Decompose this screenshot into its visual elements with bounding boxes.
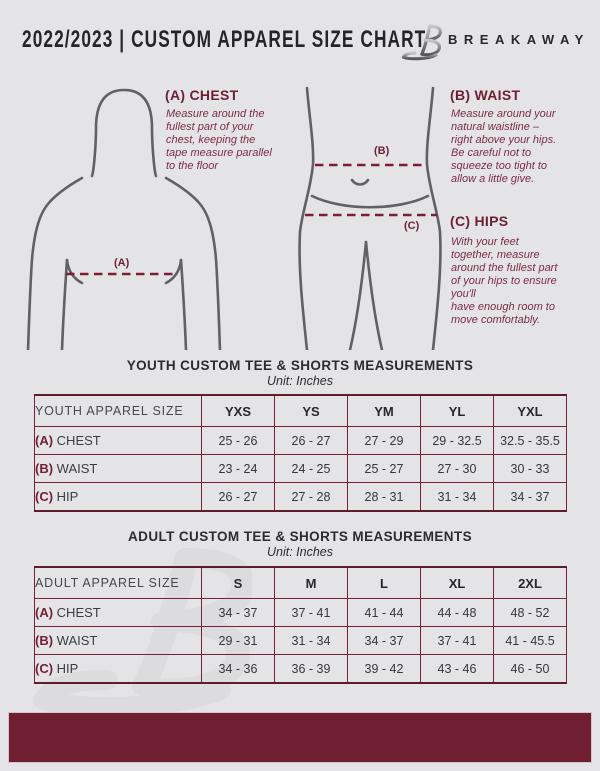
- size-col-header: L: [347, 566, 421, 599]
- row-measure: WAIST: [56, 633, 98, 648]
- page-title: 2022/2023 | CUSTOM APPAREL SIZE CHART: [22, 26, 427, 53]
- size-col-header: M: [274, 566, 348, 599]
- cell: 37 - 41: [274, 598, 348, 627]
- youth-chest-row: (A) CHEST 25 - 26 26 - 27 27 - 29 29 - 3…: [34, 426, 567, 455]
- cell: 29 - 31: [201, 626, 275, 655]
- measure-row-label: (C) HIP: [34, 654, 202, 684]
- waist-heading: (B) WAIST: [450, 87, 521, 103]
- footer-bar: [8, 712, 592, 763]
- cell: 34 - 37: [201, 598, 275, 627]
- marker-c: (C): [404, 220, 420, 232]
- adult-chest-row: (A) CHEST 34 - 37 37 - 41 41 - 44 44 - 4…: [34, 598, 567, 627]
- chest-instructions: Measure around the fullest part of your …: [166, 108, 272, 172]
- cell: 26 - 27: [201, 482, 275, 512]
- cell: 26 - 27: [274, 426, 348, 455]
- cell: 32.5 - 35.5: [493, 426, 567, 455]
- size-col-header: 2XL: [493, 566, 567, 599]
- cell: 46 - 50: [493, 654, 567, 684]
- cell: 48 - 52: [493, 598, 567, 627]
- cell: 30 - 33: [493, 454, 567, 483]
- cell: 23 - 24: [201, 454, 275, 483]
- adult-header-row: ADULT APPAREL SIZE S M L XL 2XL: [34, 566, 567, 599]
- adult-table-unit: Unit: Inches: [266, 545, 333, 559]
- cell: 34 - 37: [347, 626, 421, 655]
- brand-name: BREAKAWAY: [448, 32, 590, 47]
- row-prefix: (B): [35, 633, 54, 648]
- measure-row-label: (A) CHEST: [34, 426, 202, 455]
- youth-size-table: YOUTH APPAREL SIZE YXS YS YM YL YXL (A) …: [34, 394, 567, 512]
- adult-waist-row: (B) WAIST 29 - 31 31 - 34 34 - 37 37 - 4…: [34, 626, 567, 655]
- youth-header-row: YOUTH APPAREL SIZE YXS YS YM YL YXL: [34, 394, 567, 427]
- size-col-header: YXS: [201, 394, 275, 427]
- measure-row-label: (A) CHEST: [34, 598, 202, 627]
- cell: 34 - 37: [493, 482, 567, 512]
- row-prefix: (A): [35, 605, 54, 620]
- measure-row-label: (B) WAIST: [34, 454, 202, 483]
- size-col-header: S: [201, 566, 275, 599]
- youth-waist-row: (B) WAIST 23 - 24 24 - 25 25 - 27 27 - 3…: [34, 454, 567, 483]
- row-prefix: (C): [35, 661, 54, 676]
- cell: 25 - 26: [201, 426, 275, 455]
- cell: 37 - 41: [420, 626, 494, 655]
- cell: 31 - 34: [420, 482, 494, 512]
- waist-hips-figure-illustration: [298, 86, 442, 350]
- cell: 27 - 30: [420, 454, 494, 483]
- cell: 36 - 39: [274, 654, 348, 684]
- row-measure: HIP: [56, 489, 79, 504]
- marker-a: (A): [114, 257, 130, 269]
- size-col-header: YS: [274, 394, 348, 427]
- cell: 41 - 45.5: [493, 626, 567, 655]
- cell: 27 - 29: [347, 426, 421, 455]
- youth-size-label: YOUTH APPAREL SIZE: [34, 394, 202, 427]
- youth-table-title: YOUTH CUSTOM TEE & SHORTS MEASUREMENTS: [126, 358, 474, 373]
- measure-row-label: (C) HIP: [34, 482, 202, 512]
- youth-table-unit: Unit: Inches: [266, 374, 333, 388]
- row-prefix: (B): [35, 461, 54, 476]
- cell: 39 - 42: [347, 654, 421, 684]
- size-col-header: XL: [420, 566, 494, 599]
- cell: 43 - 46: [420, 654, 494, 684]
- row-prefix: (A): [35, 433, 54, 448]
- row-measure: WAIST: [56, 461, 98, 476]
- cell: 27 - 28: [274, 482, 348, 512]
- chest-figure-illustration: [26, 88, 222, 350]
- cell: 34 - 36: [201, 654, 275, 684]
- adult-hip-row: (C) HIP 34 - 36 36 - 39 39 - 42 43 - 46 …: [34, 654, 567, 684]
- adult-size-table: ADULT APPAREL SIZE S M L XL 2XL (A) CHES…: [34, 566, 567, 684]
- cell: 29 - 32.5: [420, 426, 494, 455]
- cell: 41 - 44: [347, 598, 421, 627]
- size-col-header: YL: [420, 394, 494, 427]
- size-col-header: YM: [347, 394, 421, 427]
- measure-row-label: (B) WAIST: [34, 626, 202, 655]
- breakaway-logo-icon: [401, 24, 442, 61]
- adult-size-label: ADULT APPAREL SIZE: [34, 566, 202, 599]
- chest-heading: (A) CHEST: [165, 87, 239, 103]
- hips-heading: (C) HIPS: [450, 213, 509, 229]
- adult-table-title: ADULT CUSTOM TEE & SHORTS MEASUREMENTS: [128, 529, 472, 544]
- cell: 44 - 48: [420, 598, 494, 627]
- hips-instructions: With your feet together, measure around …: [451, 236, 558, 326]
- waist-instructions: Measure around your natural waistline – …: [451, 108, 557, 185]
- row-measure: CHEST: [56, 433, 101, 448]
- cell: 25 - 27: [347, 454, 421, 483]
- row-prefix: (C): [35, 489, 54, 504]
- row-measure: CHEST: [56, 605, 101, 620]
- marker-b: (B): [374, 145, 390, 157]
- row-measure: HIP: [56, 661, 79, 676]
- cell: 31 - 34: [274, 626, 348, 655]
- size-col-header: YXL: [493, 394, 567, 427]
- cell: 24 - 25: [274, 454, 348, 483]
- youth-hip-row: (C) HIP 26 - 27 27 - 28 28 - 31 31 - 34 …: [34, 482, 567, 512]
- cell: 28 - 31: [347, 482, 421, 512]
